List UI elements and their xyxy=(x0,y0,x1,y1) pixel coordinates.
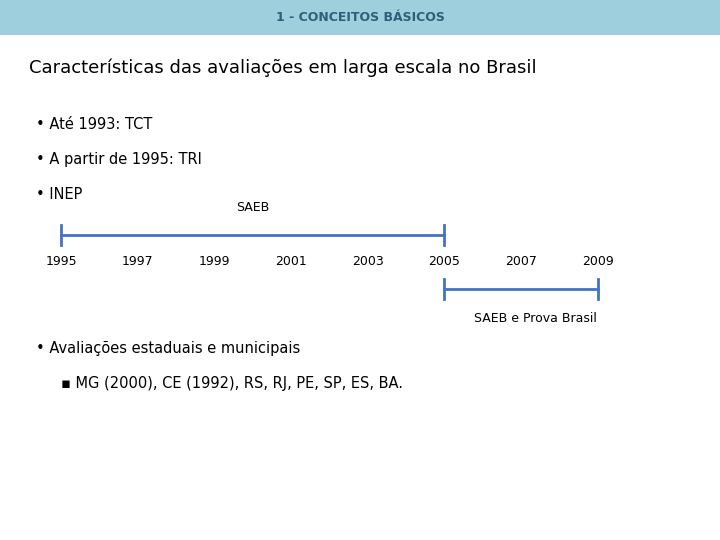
Text: 2003: 2003 xyxy=(352,255,384,268)
FancyBboxPatch shape xyxy=(0,0,720,35)
Text: SAEB e Prova Brasil: SAEB e Prova Brasil xyxy=(474,312,597,325)
Text: 1999: 1999 xyxy=(199,255,230,268)
Text: Características das avaliações em larga escala no Brasil: Características das avaliações em larga … xyxy=(29,58,536,77)
Text: 2001: 2001 xyxy=(275,255,307,268)
Text: • Avaliações estaduais e municipais: • Avaliações estaduais e municipais xyxy=(36,341,300,356)
Text: • INEP: • INEP xyxy=(36,187,82,202)
Text: 1997: 1997 xyxy=(122,255,153,268)
Text: ▪ MG (2000), CE (1992), RS, RJ, PE, SP, ES, BA.: ▪ MG (2000), CE (1992), RS, RJ, PE, SP, … xyxy=(61,376,403,391)
Text: SAEB: SAEB xyxy=(236,201,269,214)
Text: 2009: 2009 xyxy=(582,255,613,268)
Text: 1995: 1995 xyxy=(45,255,77,268)
Text: • Até 1993: TCT: • Até 1993: TCT xyxy=(36,117,153,132)
Text: 2005: 2005 xyxy=(428,255,460,268)
Text: 2007: 2007 xyxy=(505,255,537,268)
Text: • A partir de 1995: TRI: • A partir de 1995: TRI xyxy=(36,152,202,167)
Text: 1 - CONCEITOS BÁSICOS: 1 - CONCEITOS BÁSICOS xyxy=(276,11,444,24)
